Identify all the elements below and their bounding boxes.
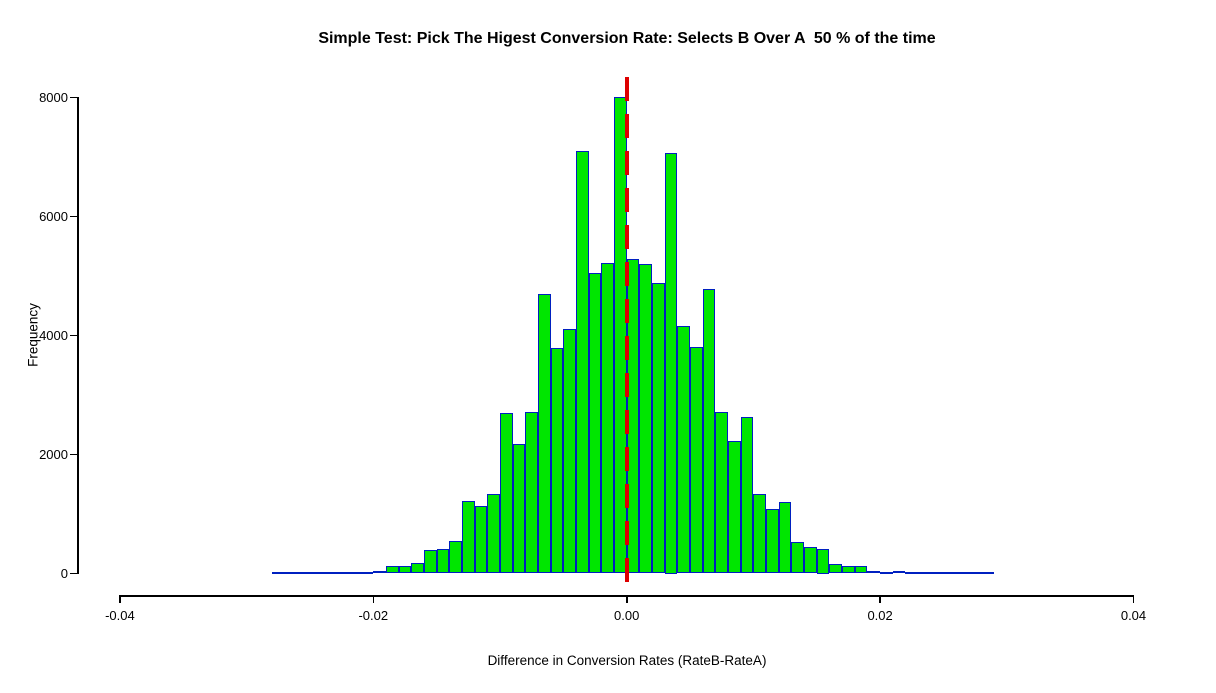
x-tick: [1132, 595, 1135, 603]
histogram-bar: [284, 572, 298, 575]
histogram-bar: [271, 572, 285, 575]
histogram-bar: [423, 550, 437, 574]
x-tick-label: -0.02: [358, 608, 389, 623]
histogram-bar: [601, 262, 615, 574]
histogram-bar: [297, 572, 310, 575]
histogram-bar: [411, 562, 424, 574]
x-tick-label: 0.04: [1120, 608, 1147, 623]
histogram-bar: [968, 572, 982, 575]
x-axis-label: Difference in Conversion Rates (RateB-Ra…: [487, 653, 767, 668]
chart-title: Simple Test: Pick The Higest Conversion …: [318, 30, 936, 47]
histogram-bar: [829, 564, 843, 574]
x-tick: [626, 595, 628, 603]
y-tick-label: 6000: [39, 208, 68, 224]
histogram-bar: [791, 541, 805, 574]
histogram-bar: [804, 547, 817, 574]
x-tick-label: 0.00: [614, 608, 640, 623]
histogram-bar: [905, 572, 919, 575]
histogram-bar: [500, 413, 513, 574]
histogram-bar: [854, 566, 868, 574]
histogram-bar: [449, 541, 462, 574]
y-tick-label: 2000: [39, 446, 68, 462]
y-tick: [70, 453, 77, 456]
histogram-bar: [753, 494, 767, 574]
y-tick: [70, 215, 77, 218]
zero-reference-line: [624, 77, 629, 592]
histogram-bar: [563, 329, 576, 574]
histogram-bar: [664, 153, 678, 574]
y-tick: [70, 96, 77, 99]
histogram-bar: [576, 150, 589, 574]
y-tick-label: 4000: [39, 327, 68, 343]
histogram-bar: [766, 509, 779, 574]
x-tick-label: 0.02: [867, 608, 893, 623]
histogram-bar: [550, 347, 564, 574]
histogram-bar: [728, 440, 741, 574]
histogram-bar: [347, 572, 361, 574]
histogram-bar: [474, 506, 488, 574]
histogram-bar: [436, 549, 450, 574]
histogram-bar: [778, 502, 792, 574]
histogram-bar: [461, 501, 475, 574]
histogram-bar: [930, 572, 944, 575]
histogram-bar: [398, 565, 412, 574]
histogram-bar: [981, 572, 995, 575]
histogram-bar: [487, 494, 500, 574]
histogram-bar: [512, 444, 526, 574]
histogram-bar: [816, 548, 830, 574]
histogram-bar: [639, 264, 653, 574]
histogram-bar: [715, 412, 729, 574]
x-tick: [879, 595, 881, 603]
histogram-bar: [892, 571, 906, 574]
x-tick: [372, 595, 375, 603]
x-tick: [119, 595, 121, 603]
histogram-bar: [956, 572, 969, 575]
histogram-bar: [918, 572, 931, 575]
histogram-bar: [880, 572, 893, 575]
y-tick: [70, 572, 77, 575]
histogram-bar: [677, 326, 691, 574]
x-tick-label: -0.04: [105, 608, 135, 623]
y-axis-line: [77, 97, 79, 574]
histogram-bar: [309, 572, 323, 575]
histogram-bar: [525, 411, 538, 574]
histogram-bar: [943, 572, 957, 575]
histogram-bar: [385, 566, 399, 574]
histogram-bar: [322, 572, 336, 575]
y-tick-label: 0: [60, 566, 68, 581]
histogram-bar: [588, 272, 602, 574]
histogram-bar: [373, 570, 386, 574]
histogram-bar: [867, 571, 881, 574]
histogram-bar: [702, 289, 716, 574]
histogram-bar: [652, 283, 665, 574]
histogram-bar: [538, 294, 551, 574]
y-tick-label: 8000: [39, 89, 68, 105]
histogram-bar: [690, 346, 703, 574]
y-tick: [70, 334, 77, 337]
histogram-bar: [335, 572, 348, 575]
histogram-bar: [360, 571, 374, 574]
histogram-bar: [842, 566, 855, 574]
histogram-bar: [740, 416, 754, 574]
